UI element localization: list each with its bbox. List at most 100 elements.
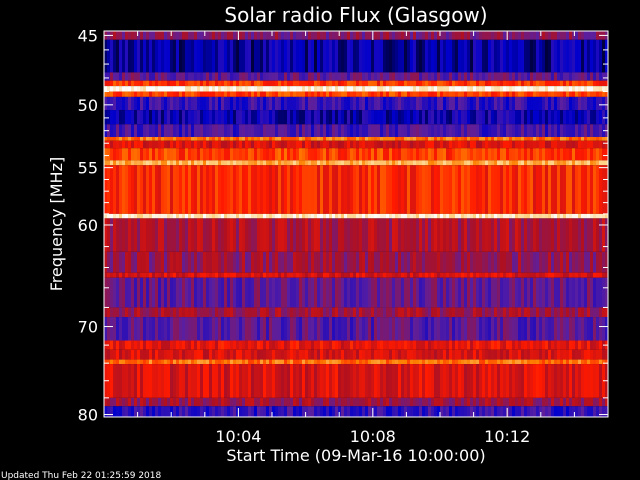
spectrogram-cell: [344, 136, 347, 141]
spectrogram-cell: [284, 406, 287, 417]
spectrogram-cell: [305, 110, 308, 125]
spectrogram-cell: [473, 307, 476, 318]
spectrogram-cell: [158, 218, 161, 252]
spectrogram-cell: [272, 72, 275, 81]
spectrogram-cell: [182, 218, 185, 252]
spectrogram-cell: [260, 136, 263, 141]
spectrogram-cell: [221, 31, 224, 40]
spectrogram-cell: [395, 251, 398, 273]
spectrogram-cell: [413, 213, 416, 219]
spectrogram-cell: [350, 80, 353, 87]
spectrogram-cell: [197, 148, 200, 161]
spectrogram-cell: [302, 160, 305, 166]
spectrogram-cell: [149, 251, 152, 273]
spectrogram-cell: [179, 39, 182, 73]
spectrogram-cell: [416, 251, 419, 273]
spectrogram-cell: [542, 272, 545, 278]
spectrogram-cell: [392, 307, 395, 318]
spectrogram-cell: [194, 364, 197, 398]
spectrogram-cell: [521, 148, 524, 161]
spectrogram-cell: [530, 165, 533, 214]
spectrogram-cell: [602, 349, 605, 360]
spectrogram-cell: [569, 307, 572, 318]
spectrogram-cell: [479, 160, 482, 166]
spectrogram-cell: [146, 80, 149, 87]
spectrogram-cell: [497, 124, 500, 137]
spectrogram-cell: [362, 272, 365, 278]
spectrogram-cell: [359, 136, 362, 141]
spectrogram-cell: [272, 251, 275, 273]
spectrogram-cell: [281, 340, 284, 350]
spectrogram-cell: [284, 110, 287, 125]
spectrogram-cell: [332, 251, 335, 273]
spectrogram-cell: [533, 124, 536, 137]
spectrogram-cell: [533, 364, 536, 398]
spectrogram-cell: [110, 86, 113, 92]
spectrogram-cell: [236, 140, 239, 149]
spectrogram-cell: [323, 165, 326, 214]
spectrogram-cell: [434, 251, 437, 273]
spectrogram-cell: [257, 165, 260, 214]
spectrogram-cell: [515, 213, 518, 219]
spectrogram-cell: [587, 349, 590, 360]
spectrogram-cell: [539, 317, 542, 341]
spectrogram-cell: [140, 165, 143, 214]
spectrogram-cell: [476, 277, 479, 308]
spectrogram-cell: [263, 218, 266, 252]
spectrogram-cell: [566, 218, 569, 252]
spectrogram-cell: [164, 91, 167, 97]
spectrogram-cell: [584, 317, 587, 341]
spectrogram-cell: [107, 91, 110, 97]
spectrogram-cell: [326, 80, 329, 87]
spectrogram-cell: [431, 251, 434, 273]
spectrogram-cell: [308, 251, 311, 273]
spectrogram-cell: [434, 91, 437, 97]
spectrogram-cell: [263, 148, 266, 161]
spectrogram-cell: [461, 148, 464, 161]
spectrogram-cell: [296, 251, 299, 273]
frequency-band: [104, 86, 608, 92]
spectrogram-cell: [197, 86, 200, 92]
spectrogram-cell: [404, 124, 407, 137]
spectrogram-cell: [230, 91, 233, 97]
spectrogram-cell: [314, 272, 317, 278]
spectrogram-cell: [383, 80, 386, 87]
spectrogram-cell: [455, 272, 458, 278]
spectrogram-cell: [176, 218, 179, 252]
spectrogram-cell: [161, 136, 164, 141]
spectrogram-cell: [506, 136, 509, 141]
spectrogram-cell: [155, 124, 158, 137]
spectrogram-cell: [536, 136, 539, 141]
spectrogram-cell: [230, 340, 233, 350]
spectrogram-cell: [602, 272, 605, 278]
spectrogram-cell: [473, 277, 476, 308]
spectrogram-cell: [347, 340, 350, 350]
spectrogram-cell: [506, 397, 509, 407]
spectrogram-cell: [182, 96, 185, 111]
spectrogram-cell: [155, 359, 158, 365]
spectrogram-cell: [383, 272, 386, 278]
spectrogram-cell: [506, 213, 509, 219]
spectrogram-cell: [269, 359, 272, 365]
spectrogram-cell: [503, 80, 506, 87]
spectrogram-cell: [473, 340, 476, 350]
spectrogram-cell: [167, 148, 170, 161]
spectrogram-cell: [218, 91, 221, 97]
spectrogram-cell: [584, 272, 587, 278]
spectrogram-cell: [350, 340, 353, 350]
spectrogram-cell: [152, 359, 155, 365]
spectrogram-cell: [218, 165, 221, 214]
spectrogram-cell: [257, 96, 260, 111]
spectrogram-cell: [380, 110, 383, 125]
spectrogram-cell: [479, 251, 482, 273]
spectrogram-cell: [530, 72, 533, 81]
spectrogram-cell: [353, 91, 356, 97]
spectrogram-cell: [356, 31, 359, 40]
spectrogram-cell: [131, 307, 134, 318]
spectrogram-cell: [350, 165, 353, 214]
spectrogram-cell: [599, 91, 602, 97]
spectrogram-cell: [308, 148, 311, 161]
spectrogram-cell: [209, 91, 212, 97]
spectrogram-cell: [458, 317, 461, 341]
spectrogram-cell: [272, 160, 275, 166]
